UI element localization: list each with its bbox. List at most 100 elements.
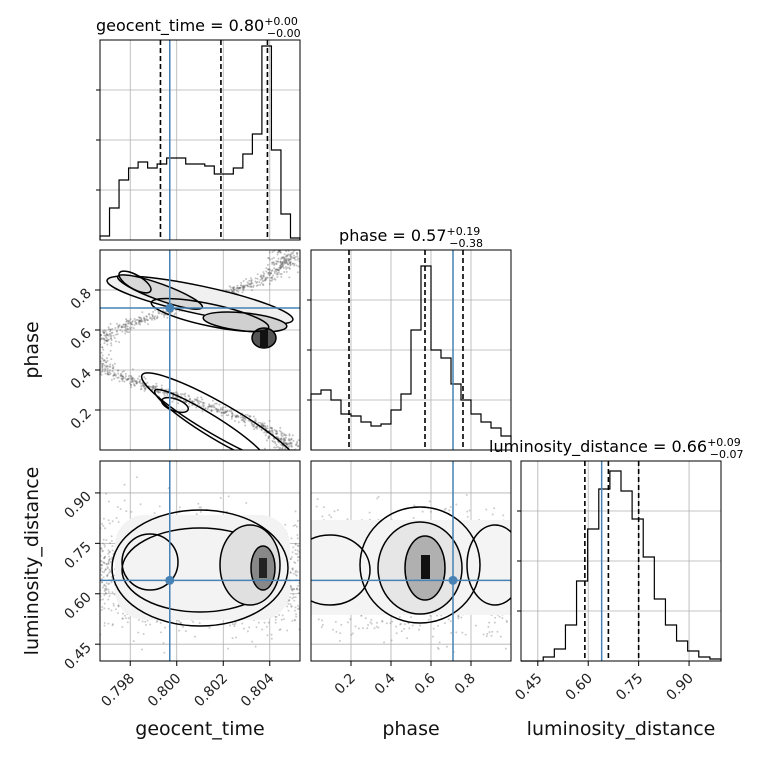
sample-point <box>141 311 144 314</box>
hist-frame-luminosity_distance <box>520 460 722 662</box>
sample-point <box>267 273 270 276</box>
sample-point <box>89 345 91 347</box>
sample-point <box>124 377 127 380</box>
sample-point <box>103 584 106 587</box>
sample-point <box>95 363 97 365</box>
sample-point <box>291 568 294 571</box>
sample-point <box>287 609 290 612</box>
sample-point <box>219 407 222 410</box>
sample-point <box>321 624 324 627</box>
sample-point <box>289 442 292 445</box>
sample-point <box>129 382 132 385</box>
sample-point <box>266 268 269 271</box>
sample-point <box>144 620 147 623</box>
sample-point <box>277 251 280 254</box>
sample-point <box>291 589 294 592</box>
sample-point <box>198 622 201 625</box>
sample-point <box>204 407 207 410</box>
sample-point <box>195 399 198 402</box>
sample-point <box>203 402 206 405</box>
sample-point <box>305 259 307 261</box>
sample-point <box>130 375 133 378</box>
sample-point <box>246 284 249 287</box>
sample-point <box>295 574 298 577</box>
x-axis-label-phase: phase <box>382 718 439 740</box>
sample-point <box>288 262 291 265</box>
sample-point <box>284 255 287 258</box>
sample-point <box>220 411 223 414</box>
sample-point <box>276 432 279 435</box>
sample-point <box>261 277 264 280</box>
sample-point <box>184 400 187 403</box>
hist-panel-phase: phase = 0.57+0.19 −0.38 <box>307 225 512 450</box>
sample-point <box>108 369 111 372</box>
sample-point <box>241 287 244 290</box>
sample-point <box>296 588 299 591</box>
sample-point <box>293 609 296 612</box>
sample-point <box>138 319 141 322</box>
sample-point <box>112 365 115 368</box>
sample-point <box>250 285 253 288</box>
sample-point <box>233 625 236 628</box>
sample-point <box>164 392 167 395</box>
sample-point <box>250 281 253 284</box>
sample-point <box>294 256 297 259</box>
sample-point <box>254 280 257 283</box>
sample-point <box>117 372 120 375</box>
sample-point <box>105 539 108 542</box>
sample-point <box>290 587 293 590</box>
sample-point <box>290 605 293 608</box>
sample-point <box>237 421 240 424</box>
sample-point <box>163 391 166 394</box>
sample-point <box>262 423 265 426</box>
sample-point <box>138 375 141 378</box>
sample-point <box>212 404 215 407</box>
sample-point <box>261 628 264 631</box>
sample-point <box>293 262 296 265</box>
sample-point <box>100 351 103 354</box>
sample-point <box>275 270 278 273</box>
panel-content <box>86 250 307 450</box>
sample-point <box>90 359 92 361</box>
sample-point <box>97 341 99 343</box>
sample-point <box>91 363 93 365</box>
sample-point <box>91 356 93 358</box>
sample-point <box>146 319 149 322</box>
contour-0 <box>140 372 300 450</box>
sample-point <box>86 355 88 357</box>
sample-point <box>474 624 477 627</box>
sample-point <box>289 253 292 256</box>
sample-point <box>278 429 281 432</box>
sample-point <box>96 344 98 346</box>
sample-point <box>271 269 274 272</box>
sample-point <box>143 389 146 392</box>
sample-point <box>279 266 282 269</box>
sample-point <box>395 632 398 635</box>
title-phase: phase = 0.57+0.19 −0.38 <box>339 225 483 250</box>
sample-point <box>346 621 349 624</box>
sample-point <box>226 410 229 413</box>
sample-point <box>151 315 154 318</box>
sample-point <box>297 265 300 268</box>
sample-point <box>286 629 289 632</box>
sample-point <box>152 388 155 391</box>
sample-point <box>242 285 245 288</box>
sample-point <box>209 405 212 408</box>
sample-point <box>170 664 172 666</box>
sample-point <box>244 413 247 416</box>
sample-point <box>106 574 109 577</box>
sample-point <box>399 623 402 626</box>
sample-point <box>91 357 93 359</box>
sample-point <box>400 630 403 633</box>
sample-point <box>390 639 393 642</box>
sample-point <box>275 262 278 265</box>
sample-point <box>264 426 267 429</box>
sample-point <box>271 250 274 253</box>
sample-point <box>129 321 132 324</box>
sample-point <box>285 442 288 445</box>
sample-point <box>241 286 244 289</box>
sample-point <box>268 271 271 274</box>
sample-point <box>263 422 266 425</box>
sample-point <box>296 255 299 258</box>
sample-point <box>283 440 286 443</box>
